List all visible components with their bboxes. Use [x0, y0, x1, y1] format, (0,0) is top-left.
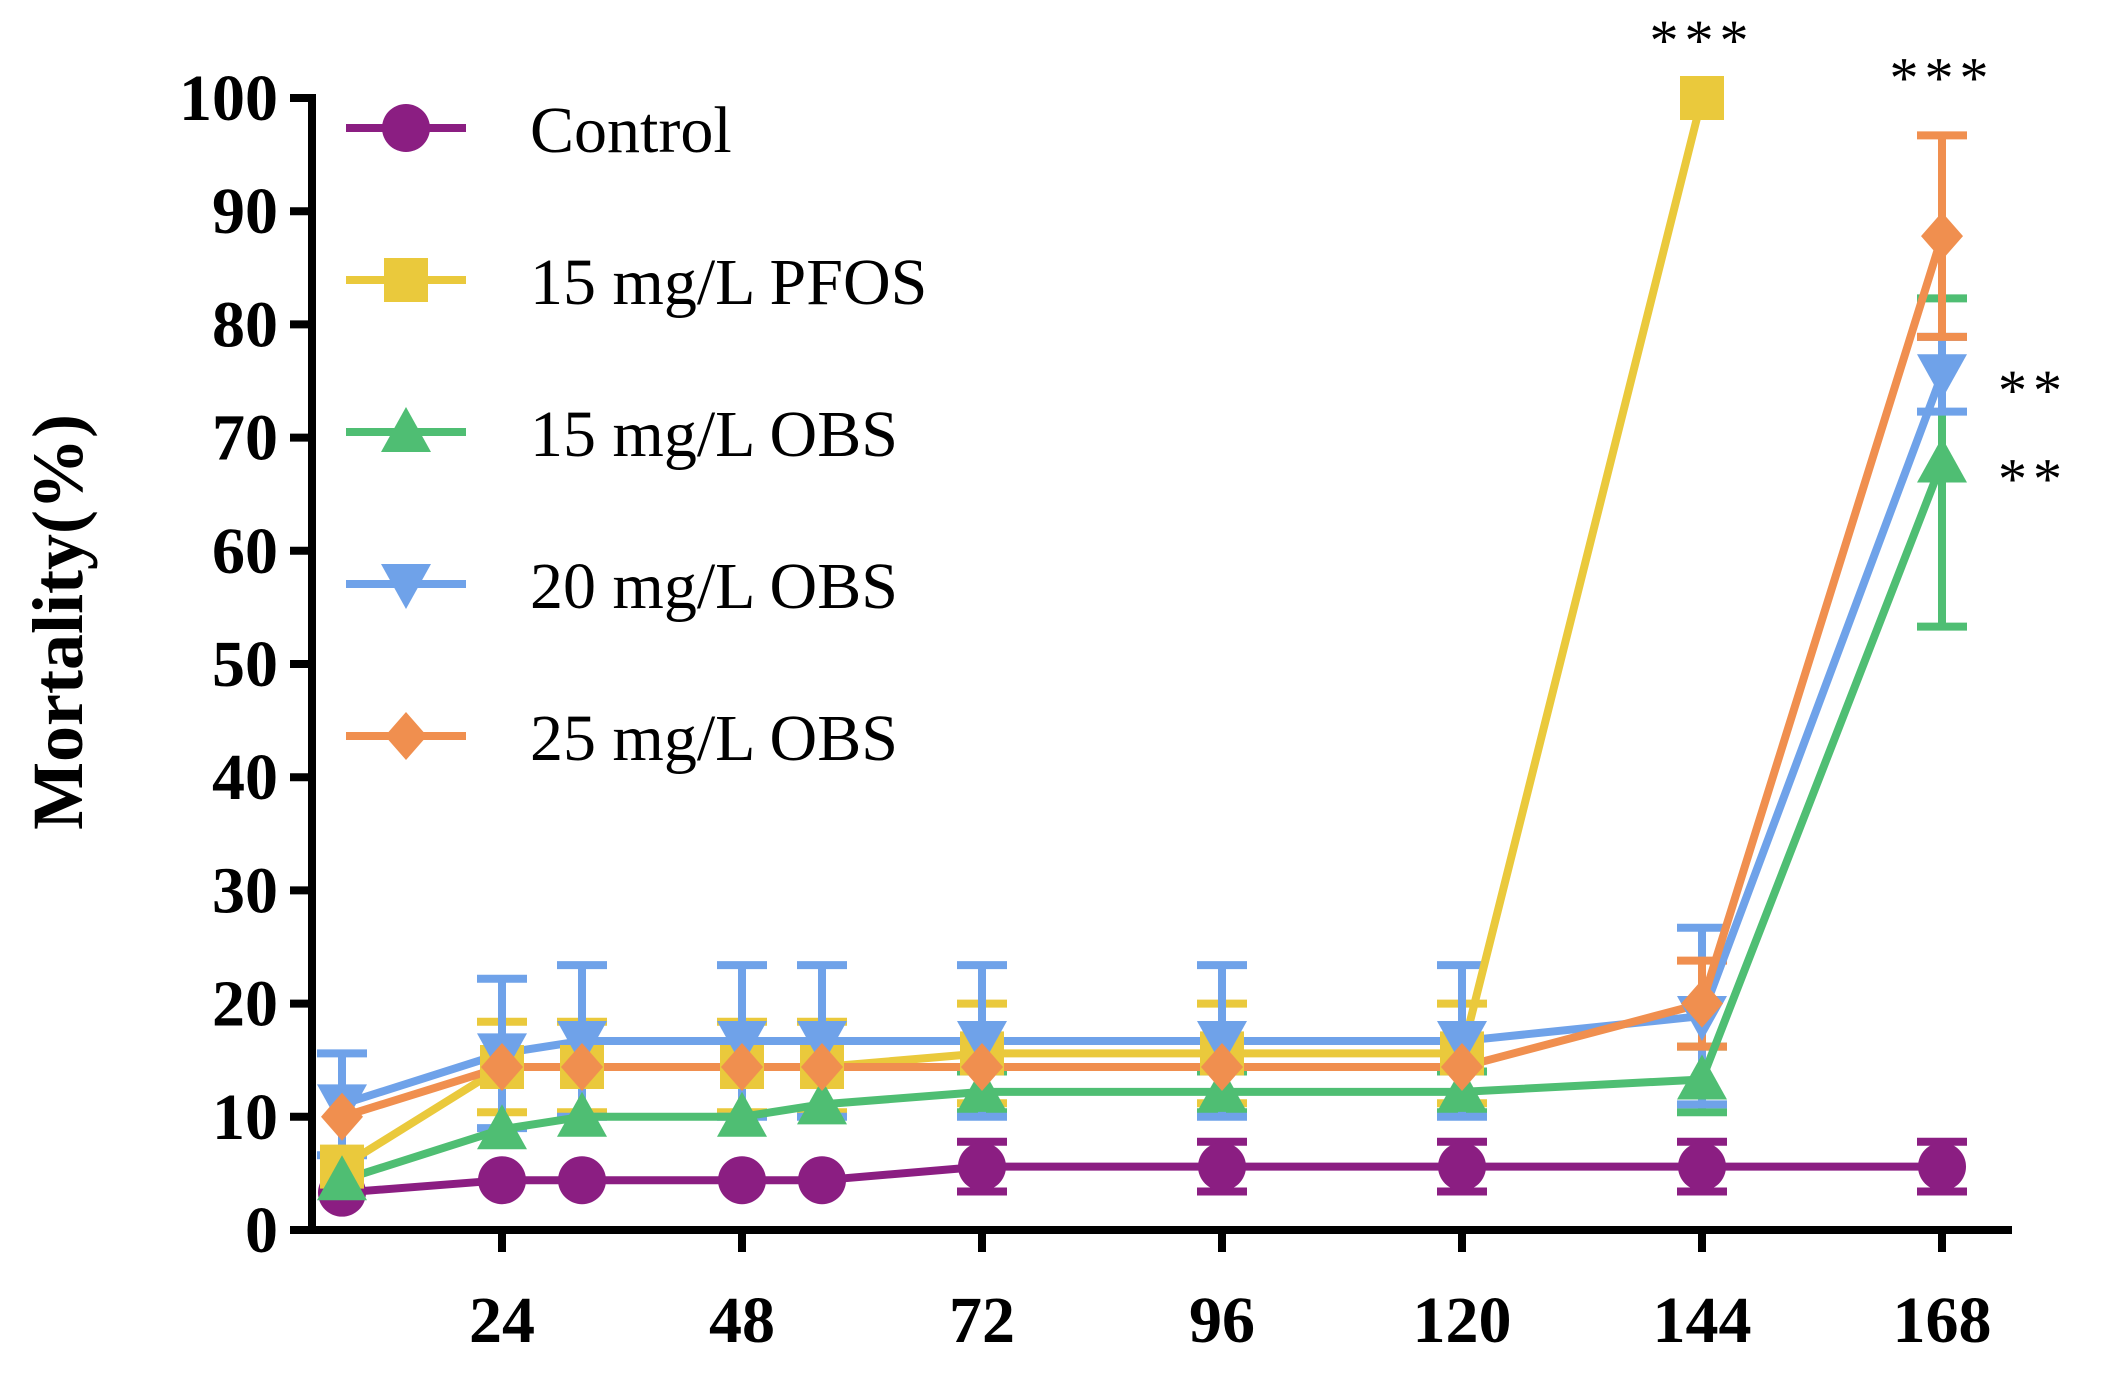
legend-marker: [381, 407, 431, 452]
x-tick-label: 48: [709, 1284, 775, 1357]
data-point-15-mg-l-obs-168h: [1917, 437, 1967, 483]
data-point-15-mg-l-obs-24h: [477, 1104, 527, 1150]
legend-item-20-mg-l-obs: 20 mg/L OBS: [346, 550, 898, 623]
x-tick-label: 24: [469, 1284, 535, 1357]
legend-label: 15 mg/L OBS: [530, 398, 898, 471]
series-line-15-mg-l-obs: [340, 461, 1946, 1185]
data-point-25-mg-l-obs-32h: [561, 1042, 603, 1091]
legend-label: Control: [530, 94, 732, 167]
legend-marker: [384, 258, 428, 302]
y-tick-label: 90: [212, 175, 278, 248]
legend-label: 25 mg/L OBS: [530, 702, 898, 775]
y-tick-label: 20: [212, 968, 278, 1041]
data-point-25-mg-l-obs-72h: [961, 1042, 1003, 1091]
data-point-25-mg-l-obs-96h: [1201, 1042, 1243, 1091]
y-tick-label: 0: [245, 1194, 278, 1267]
data-point-25-mg-l-obs-8h: [321, 1092, 363, 1141]
x-tick-label: 72: [949, 1284, 1015, 1357]
data-point-control-96h: [1198, 1142, 1246, 1191]
legend-marker: [382, 104, 430, 152]
significance-marker-3: **: [1998, 358, 2068, 423]
y-tick-label: 100: [179, 62, 278, 135]
data-point-control-168h: [1918, 1142, 1966, 1191]
y-axis-title: Mortality(%): [18, 414, 98, 830]
legend-label: 15 mg/L PFOS: [530, 246, 927, 319]
data-point-control-24h: [478, 1156, 526, 1205]
data-point-25-mg-l-obs-56h: [801, 1042, 843, 1091]
data-point-control-32h: [558, 1156, 606, 1205]
legend: Control 15 mg/L PFOS 15 mg/L OBS 20 mg/L OB…: [346, 94, 927, 775]
y-tick-label: 60: [212, 515, 278, 588]
y-tick-label: 40: [212, 741, 278, 814]
significance-marker-1: ***: [1650, 8, 1755, 73]
series-line-control: [341, 1162, 1942, 1197]
significance-marker-4: **: [1998, 447, 2068, 512]
significance-marker-2: ***: [1890, 45, 1995, 110]
data-point-control-120h: [1438, 1142, 1486, 1191]
data-point-15-mg-l-obs-8h: [317, 1155, 367, 1201]
data-point-control-144h: [1678, 1142, 1726, 1191]
significance-annotations: **********: [1650, 8, 2068, 512]
x-tick-label: 120: [1413, 1284, 1512, 1357]
series-line-20-mg-l-obs: [340, 372, 1946, 1109]
series-lines: [339, 97, 1946, 1197]
data-point-25-mg-l-obs-144h: [1681, 979, 1723, 1028]
data-point-25-mg-l-obs-168h: [1921, 212, 1963, 261]
legend-marker: [385, 712, 427, 760]
x-tick-label: 144: [1653, 1284, 1752, 1357]
series-markers: [317, 76, 1967, 1217]
axes: 0 10 20 30 40 50 60 70 80 90 100 24 48 72 96 120 144 168: [179, 62, 2012, 1357]
series-line-25-mg-l-obs: [340, 234, 1946, 1121]
y-tick-label: 70: [212, 402, 278, 475]
x-tick-label: 168: [1893, 1284, 1992, 1357]
legend-item-15-mg-l-pfos: 15 mg/L PFOS: [346, 246, 927, 319]
x-tick-label: 96: [1189, 1284, 1255, 1357]
data-point-control-48h: [718, 1156, 766, 1205]
data-point-15-mg-l-obs-144h: [1677, 1054, 1727, 1100]
legend-item-25-mg-l-obs: 25 mg/L OBS: [346, 702, 898, 775]
data-point-control-72h: [958, 1142, 1006, 1191]
legend-label: 20 mg/L OBS: [530, 550, 898, 623]
data-point-25-mg-l-obs-48h: [721, 1042, 763, 1091]
data-point-15-mg-l-pfos-144h: [1680, 76, 1724, 120]
data-point-control-56h: [798, 1156, 846, 1205]
data-point-15-mg-l-obs-48h: [717, 1091, 767, 1137]
legend-item-15-mg-l-obs: 15 mg/L OBS: [346, 398, 898, 471]
data-point-15-mg-l-obs-32h: [557, 1091, 607, 1137]
data-point-20-mg-l-obs-168h: [1917, 354, 1967, 400]
data-point-15-mg-l-obs-56h: [797, 1079, 847, 1125]
y-tick-label: 80: [212, 288, 278, 361]
y-tick-label: 50: [212, 628, 278, 701]
data-point-25-mg-l-obs-24h: [481, 1042, 523, 1091]
legend-item-control: Control: [346, 94, 732, 167]
legend-marker: [381, 564, 431, 609]
data-point-25-mg-l-obs-120h: [1441, 1042, 1483, 1091]
y-tick-label: 10: [212, 1081, 278, 1154]
y-tick-label: 30: [212, 854, 278, 927]
